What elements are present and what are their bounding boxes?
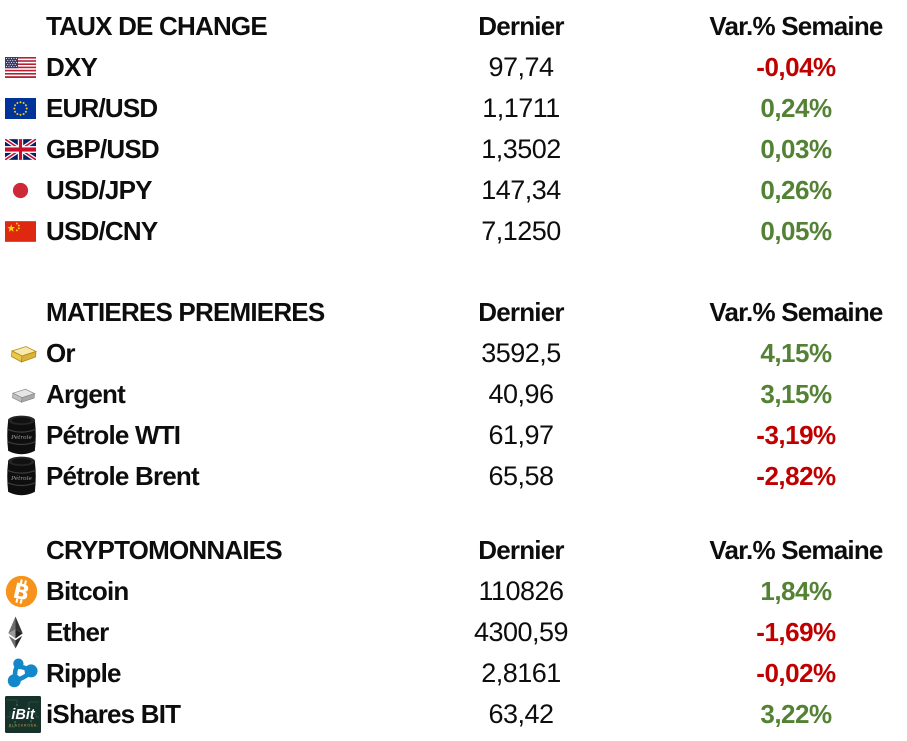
table-row: Pétrole Pétrole WTI 61,97 -3,19% xyxy=(0,415,907,456)
col-header-var: Var.% Semaine xyxy=(709,535,883,565)
section-rows: B Bitcoin 110826 1,84% Ether 4300,59 -1,… xyxy=(0,571,907,735)
last-value: 61,97 xyxy=(488,420,554,450)
last-value: 40,96 xyxy=(488,379,554,409)
instrument-label: Ether xyxy=(46,617,109,647)
col-header-dernier: Dernier xyxy=(478,11,564,41)
table-row: EUR/USD 1,1711 0,24% xyxy=(0,88,907,129)
instrument-label: Ripple xyxy=(46,658,121,688)
eu-flag-icon xyxy=(0,88,46,129)
oil-barrel-icon: Pétrole xyxy=(0,456,46,497)
table-row: USD/CNY 7,1250 0,05% xyxy=(0,211,907,252)
ethereum-icon xyxy=(0,612,46,653)
weekly-change: 0,24% xyxy=(760,93,832,123)
table-row: GBP/USD 1,3502 0,03% xyxy=(0,129,907,170)
weekly-change: -3,19% xyxy=(756,420,836,450)
instrument-label: GBP/USD xyxy=(46,134,160,164)
last-value: 110826 xyxy=(478,576,564,606)
us-flag-icon xyxy=(0,47,46,88)
svg-text:iBit: iBit xyxy=(11,707,36,723)
silver-bar-icon xyxy=(0,374,46,415)
weekly-change: 0,05% xyxy=(760,216,832,246)
section-title: MATIERES PREMIERES xyxy=(46,297,325,327)
weekly-change: 3,15% xyxy=(760,379,832,409)
section-header-row: TAUX DE CHANGE Dernier Var.% Semaine xyxy=(0,6,907,47)
section-taux-de-change: TAUX DE CHANGE Dernier Var.% Semaine DXY… xyxy=(0,6,907,252)
bitcoin-icon: B xyxy=(0,571,46,612)
table-row: USD/JPY 147,34 0,26% xyxy=(0,170,907,211)
section-title: TAUX DE CHANGE xyxy=(46,11,268,41)
ripple-icon xyxy=(0,653,46,694)
last-value: 1,3502 xyxy=(481,134,561,164)
col-header-dernier: Dernier xyxy=(478,535,564,565)
instrument-label: Argent xyxy=(46,379,126,409)
header-icon-spacer xyxy=(0,292,46,333)
weekly-change: -0,04% xyxy=(756,52,836,82)
instrument-label: Pétrole WTI xyxy=(46,420,181,450)
last-value: 2,8161 xyxy=(481,658,561,688)
weekly-change: -2,82% xyxy=(756,461,836,491)
japan-flag-icon xyxy=(0,170,46,211)
table-row: Or 3592,5 4,15% xyxy=(0,333,907,374)
instrument-label: USD/CNY xyxy=(46,216,158,246)
section-title: CRYPTOMONNAIES xyxy=(46,535,283,565)
svg-text:Pétrole: Pétrole xyxy=(10,434,32,441)
col-header-var: Var.% Semaine xyxy=(709,297,883,327)
china-flag-icon xyxy=(0,211,46,252)
last-value: 63,42 xyxy=(488,699,554,729)
last-value: 65,58 xyxy=(488,461,554,491)
weekly-change: 0,03% xyxy=(760,134,832,164)
weekly-change: 4,15% xyxy=(760,338,832,368)
instrument-label: USD/JPY xyxy=(46,175,152,205)
instrument-label: Bitcoin xyxy=(46,576,129,606)
table-row: Ether 4300,59 -1,69% xyxy=(0,612,907,653)
weekly-change: 0,26% xyxy=(760,175,832,205)
table-row: Argent 40,96 3,15% xyxy=(0,374,907,415)
header-icon-spacer xyxy=(0,6,46,47)
oil-barrel-icon: Pétrole xyxy=(0,415,46,456)
svg-text:BLACKROCK: BLACKROCK xyxy=(9,724,37,728)
instrument-label: Pétrole Brent xyxy=(46,461,200,491)
ishares-bit-icon: iBit BLACKROCK xyxy=(0,694,46,735)
header-icon-spacer xyxy=(0,530,46,571)
last-value: 4300,59 xyxy=(473,617,569,647)
instrument-label: iShares BIT xyxy=(46,699,181,729)
section-rows: Or 3592,5 4,15% Argent 40,96 3,15% Pétro… xyxy=(0,333,907,497)
table-row: B Bitcoin 110826 1,84% xyxy=(0,571,907,612)
table-row: DXY 97,74 -0,04% xyxy=(0,47,907,88)
table-row: iBit BLACKROCK iShares BIT 63,42 3,22% xyxy=(0,694,907,735)
gold-bar-icon xyxy=(0,333,46,374)
last-value: 97,74 xyxy=(488,52,554,82)
svg-text:B: B xyxy=(11,578,32,606)
section-matieres-premieres: MATIERES PREMIERES Dernier Var.% Semaine… xyxy=(0,292,907,497)
section-cryptomonnaies: CRYPTOMONNAIES Dernier Var.% Semaine B B… xyxy=(0,530,907,735)
weekly-change: 1,84% xyxy=(760,576,832,606)
last-value: 147,34 xyxy=(481,175,561,205)
uk-flag-icon xyxy=(0,129,46,170)
table-row: Ripple 2,8161 -0,02% xyxy=(0,653,907,694)
last-value: 1,1711 xyxy=(482,93,560,123)
section-header-row: CRYPTOMONNAIES Dernier Var.% Semaine xyxy=(0,530,907,571)
weekly-change: -1,69% xyxy=(756,617,836,647)
weekly-change: -0,02% xyxy=(756,658,836,688)
col-header-dernier: Dernier xyxy=(478,297,564,327)
instrument-label: EUR/USD xyxy=(46,93,158,123)
instrument-label: Or xyxy=(46,338,76,368)
instrument-label: DXY xyxy=(46,52,98,82)
table-row: Pétrole Pétrole Brent 65,58 -2,82% xyxy=(0,456,907,497)
weekly-change: 3,22% xyxy=(760,699,832,729)
last-value: 7,1250 xyxy=(481,216,561,246)
col-header-var: Var.% Semaine xyxy=(709,11,883,41)
section-rows: DXY 97,74 -0,04% EUR/USD 1,1711 0,24% GB… xyxy=(0,47,907,252)
svg-text:Pétrole: Pétrole xyxy=(10,475,32,482)
last-value: 3592,5 xyxy=(481,338,561,368)
section-header-row: MATIERES PREMIERES Dernier Var.% Semaine xyxy=(0,292,907,333)
